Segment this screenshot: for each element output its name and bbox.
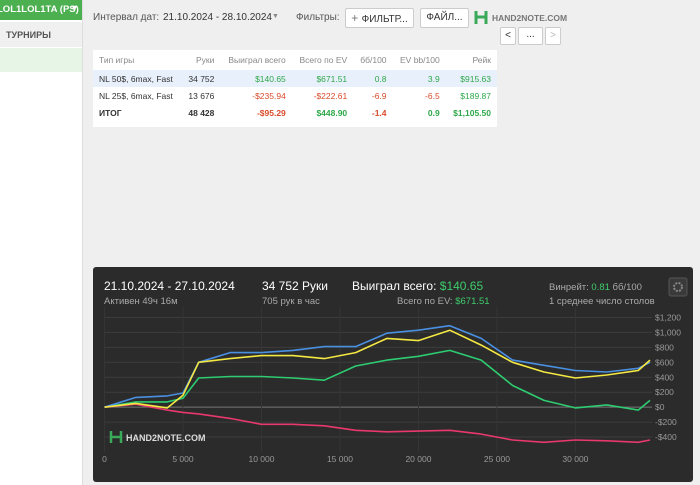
account-selector[interactable]: LOL1LOL1TA (PS) ▼ [0, 0, 82, 20]
more-button[interactable]: ... [518, 27, 543, 45]
cell: 13 676 [188, 90, 215, 101]
series-line [104, 403, 651, 444]
cell: $1,105.50 [453, 107, 491, 118]
tab-label: ТУРНИРЫ [6, 30, 51, 40]
cell: 48 428 [188, 107, 215, 118]
panel-bg [93, 267, 693, 482]
ev-total: Всего по EV: $671.51 [397, 296, 490, 307]
y-tick-label: $600 [655, 357, 674, 367]
logo-icon [474, 11, 488, 24]
x-tick-label: 0 [102, 454, 107, 464]
value: 0.81 [591, 282, 610, 293]
cell: 34 752 [188, 73, 215, 84]
col-header[interactable]: Всего по EV [299, 55, 348, 65]
button-label: ФИЛЬТР... [361, 14, 408, 25]
table-row[interactable]: NL 50$, 6max, Fast 34 752 $140.65 $671.51 0.… [93, 70, 497, 87]
cell: -$235.94 [252, 90, 286, 101]
col-header[interactable]: Руки [195, 55, 215, 65]
sidebar: LOL1LOL1TA (PS) ▼ ТУРНИРЫ [0, 0, 83, 485]
cell: -$222.61 [313, 90, 348, 101]
button-label: ФАЙЛ... [426, 12, 463, 23]
cell: -1.4 [371, 107, 387, 118]
x-tick-label: 10 000 [248, 454, 274, 464]
unit: бб/100 [613, 282, 642, 293]
cell: -6.5 [425, 90, 440, 101]
table-row[interactable]: NL 25$, 6max, Fast 13 676 -$235.94 -$222.61… [93, 87, 497, 104]
watermark: HAND2NOTE.COM [126, 433, 206, 443]
col-header[interactable]: Тип игры [99, 55, 135, 65]
cell: $915.63 [460, 73, 491, 84]
cell: 0.9 [427, 107, 440, 118]
value: $140.65 [440, 279, 484, 293]
y-tick-label: -$200 [655, 417, 677, 427]
series-line [104, 349, 651, 411]
period: 21.10.2024 - 27.10.2024 [104, 279, 235, 293]
watermark-icon [109, 431, 123, 443]
hands: 34 752 Руки [262, 279, 328, 293]
value: $671.51 [455, 296, 489, 307]
stats-table: Тип игры Руки Выиграл всего Всего по EV бб/1… [93, 50, 497, 121]
selected-row[interactable] [0, 48, 82, 72]
y-tick-label: $800 [655, 342, 674, 352]
cell: $140.65 [255, 73, 286, 84]
prev-button[interactable]: < [500, 27, 516, 45]
cell: $671.51 [316, 73, 348, 84]
settings-button[interactable] [668, 277, 688, 297]
col-header[interactable]: Рейк [472, 55, 492, 65]
file-button[interactable]: ФАЙЛ... [420, 8, 469, 28]
label: Всего по EV: [397, 296, 453, 307]
date-label: Интервал дат: [93, 12, 160, 23]
won-total: Выиграл всего: $140.65 [352, 279, 483, 293]
date-range[interactable]: 21.10.2024 - 28.10.2024 [163, 12, 272, 23]
cell: $448.90 [316, 107, 348, 118]
cell: ИТОГ [99, 107, 122, 118]
caret[interactable]: ▼ [272, 13, 279, 20]
y-tick-label: $0 [655, 402, 665, 412]
stats-table-panel: Тип игры Руки Выиграл всего Всего по EV бб/1… [93, 50, 497, 127]
series-line [104, 329, 651, 409]
y-tick-label: $200 [655, 387, 674, 397]
x-tick-label: 15 000 [327, 454, 353, 464]
x-tick-label: 30 000 [562, 454, 588, 464]
cell: 0.8 [374, 73, 387, 84]
button-label: ... [526, 29, 535, 40]
x-tick-label: 25 000 [484, 454, 510, 464]
y-tick-label: $1,000 [655, 327, 681, 337]
x-tick-label: 20 000 [405, 454, 431, 464]
header-row: Тип игры Руки Выиграл всего Всего по EV бб/1… [93, 50, 497, 70]
cell: NL 50$, 6max, Fast [99, 73, 173, 84]
logo-text: HAND2NOTE.COM [492, 13, 568, 23]
x-tick-label: 5 000 [172, 454, 194, 464]
cell: NL 25$, 6max, Fast [99, 90, 173, 101]
y-tick-label: -$400 [655, 432, 677, 442]
cell: -6.9 [371, 90, 387, 101]
tournaments-tab[interactable]: ТУРНИРЫ [0, 22, 82, 47]
active-time: Активен 49ч 16м [104, 296, 178, 307]
graph-panel: 21.10.2024 - 27.10.2024 Активен 49ч 16м … [93, 267, 693, 482]
label: Винрейт: [549, 282, 589, 293]
y-tick-label: $400 [655, 372, 674, 382]
caret: ▼ [70, 3, 79, 13]
tables: 1 среднее число столов [549, 296, 655, 307]
next-button[interactable]: > [545, 27, 561, 45]
col-header[interactable]: Выиграл всего [228, 55, 286, 65]
cell: 3.9 [427, 73, 440, 84]
col-header[interactable]: EV bb/100 [400, 55, 440, 65]
filter-button[interactable]: + ФИЛЬТР... [345, 8, 414, 28]
account-name: LOL1LOL1TA (PS) [0, 4, 79, 15]
col-header[interactable]: бб/100 [360, 55, 387, 65]
label: Выиграл всего: [352, 279, 436, 293]
plot: -$400 -$200 $0 $200 $400 $600 $800 $1,000 $1,200… [102, 307, 681, 464]
winrate: Винрейт: 0.81 бб/100 [549, 282, 642, 293]
hands-rate: 705 рук в час [262, 296, 320, 307]
cell: -$95.29 [256, 107, 286, 118]
cell: $189.87 [460, 90, 491, 101]
total-row: ИТОГ 48 428 -$95.29 $448.90 -1.4 0.9 $1,105.50 [93, 104, 497, 121]
y-tick-label: $1,200 [655, 312, 681, 322]
filters-label: Фильтры: [296, 12, 340, 23]
